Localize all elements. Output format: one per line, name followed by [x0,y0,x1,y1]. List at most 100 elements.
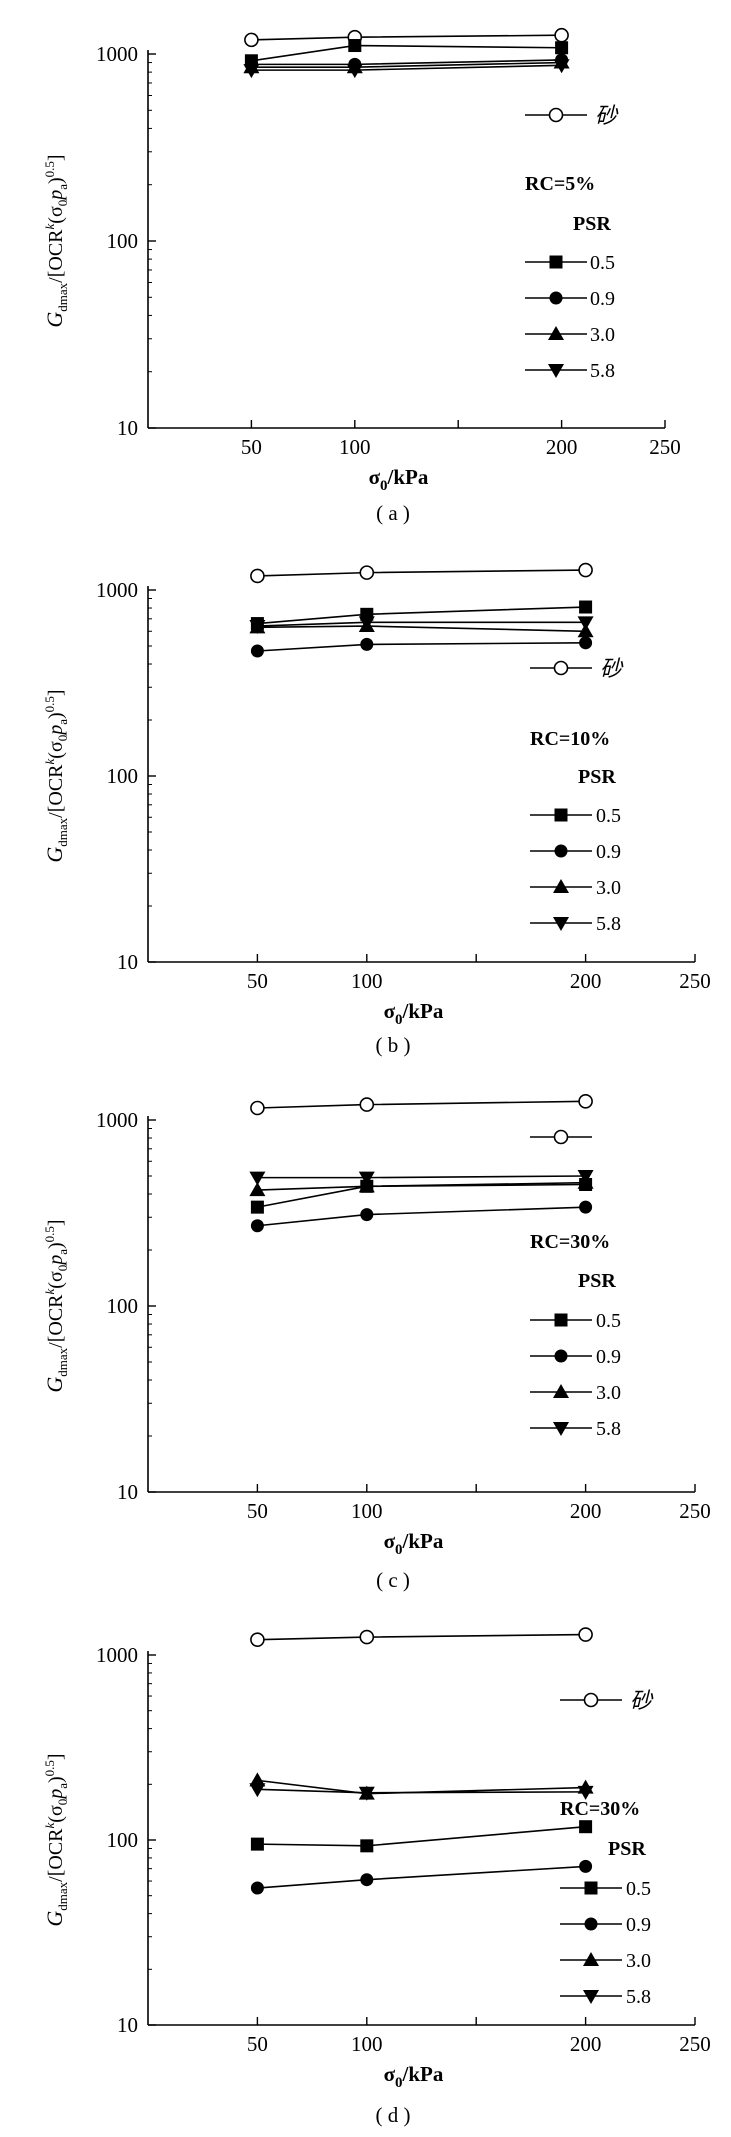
legend-label: 0.9 [590,288,615,310]
data-point [358,1786,375,1801]
data-point [249,1772,266,1787]
data-point [249,1171,266,1186]
panel-label: ( b ) [376,1033,411,1057]
legend-marker [548,364,564,378]
data-point [579,600,593,614]
y-tick-label: 1000 [96,1108,138,1132]
series-line [257,1865,586,1889]
x-axis-label: σ0/kPa [384,1529,444,1558]
legend-label: 5.8 [596,913,621,935]
series-line [251,34,562,41]
legend-marker [584,1881,598,1895]
rc-annotation: RC=30% [560,1798,640,1820]
legend: 砂 RC=5% PSR 0.5 0.9 3.0 5.8 [525,103,619,382]
legend-label-sand: 砂 [630,1688,654,1713]
rc-annotation: RC=30% [530,1231,610,1253]
y-tick-label: 100 [107,229,139,253]
x-tick-label: 250 [649,435,681,459]
y-tick-label: 100 [107,764,139,788]
series-sand-line [250,1094,593,1116]
series-line [257,1206,586,1227]
x-tick-label: 200 [570,969,602,993]
data-point [250,1200,264,1214]
series-3.0 [249,1772,594,1800]
chart-panel-4: 10 100 1000 50 100 200 250 σ0/kPa Gdmax/[OCRk(σ0… [42,1627,711,2127]
series-砂 [244,27,569,48]
series-3.0 [249,618,594,638]
legend-marker [554,808,568,822]
y-tick-label: 10 [117,950,138,974]
chart-panel-2: 10 100 1000 50 100 200 250 σ0/kPa Gdmax/[OCRk(σ0… [42,562,711,1057]
data-point [250,1100,265,1116]
data-point [244,32,259,48]
y-axis-label: Gdmax/[OCRk(σ0pa)0.5] [42,689,70,862]
x-tick-label: 50 [247,969,268,993]
series-line [257,1788,586,1794]
series-0.5 [250,600,593,631]
y-tick-label: 100 [107,1294,139,1318]
data-point [250,644,264,658]
y-axis-label: Gdmax/[OCRk(σ0pa)0.5] [42,1219,70,1392]
series-砂 [250,1627,593,1647]
series-line [257,642,586,652]
series-5.8 [249,1783,594,1801]
legend-marker [548,107,564,123]
series-line [257,1100,586,1109]
x-tick-label: 100 [351,2032,383,2056]
x-tick-label: 100 [351,1499,383,1523]
x-axis-label: σ0/kPa [369,465,429,494]
legend-marker [549,255,563,269]
data-point [578,1627,593,1642]
legend-label: 0.9 [626,1914,651,1936]
legend-title: PSR [578,1270,616,1292]
series-砂 [250,562,593,584]
data-point [250,1632,265,1647]
legend: RC=30% PSR 0.5 0.9 3.0 5.8 [530,1129,621,1440]
data-point [360,1839,374,1853]
data-point [360,1873,374,1887]
data-point [358,1171,375,1186]
legend-marker [548,326,564,340]
legend-marker [549,291,563,305]
legend-marker [583,1692,599,1708]
legend-label-sand: 砂 [600,656,624,681]
data-point [249,1182,266,1197]
data-point [346,64,363,79]
data-point [553,59,570,74]
data-point [577,1169,594,1184]
data-point [359,1629,375,1645]
y-tick-label: 1000 [96,578,138,602]
data-point [579,1859,593,1873]
data-point [348,39,362,53]
data-point [243,64,260,79]
legend-label: 3.0 [596,1382,621,1404]
data-point [577,616,594,631]
data-point [250,1219,264,1233]
legend-marker [554,844,568,858]
series-0.5 [250,1820,593,1853]
legend-label: 5.8 [596,1418,621,1440]
legend-marker [553,1129,569,1145]
data-point [249,1783,266,1798]
legend-marker [553,660,569,676]
legend-label: 0.5 [590,252,615,274]
x-tick-label: 100 [351,969,383,993]
x-axis-label: σ0/kPa [384,999,444,1028]
series-0.9 [250,636,593,658]
data-point [579,1820,593,1834]
y-tick-label: 10 [117,1480,138,1504]
y-tick-label: 100 [107,1828,139,1852]
legend-label: 0.5 [596,805,621,827]
y-axis-label: Gdmax/[OCRk(σ0pa)0.5] [42,154,70,327]
data-point [250,568,265,584]
legend-label: 0.9 [596,841,621,863]
data-point [359,565,375,580]
y-tick-label: 1000 [96,42,138,66]
legend-marker [553,879,569,893]
series-line [257,1175,586,1179]
data-point [360,637,374,651]
legend-title: PSR [608,1838,646,1860]
legend-label: 0.9 [596,1346,621,1368]
series-line [257,1825,586,1847]
